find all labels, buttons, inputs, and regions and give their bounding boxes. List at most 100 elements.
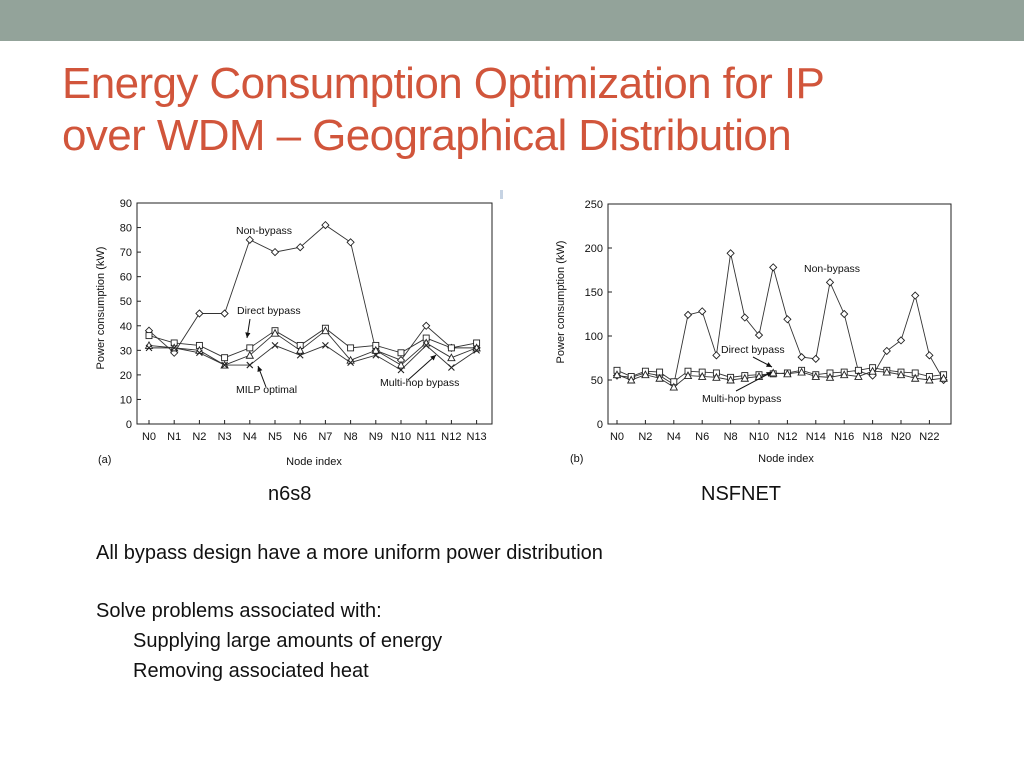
data-point-s3	[145, 344, 153, 352]
data-point-s3	[170, 344, 178, 352]
data-point-s0	[296, 243, 305, 252]
arrow-multi-hop-bypass	[407, 354, 437, 381]
data-point-s0	[712, 351, 721, 360]
header-band	[0, 0, 1024, 41]
data-point-s0	[840, 309, 849, 319]
data-point-s3	[246, 361, 254, 369]
x-tick-label: N7	[318, 431, 332, 443]
plot-frame	[607, 203, 952, 425]
x-axis-label: Node index	[758, 453, 814, 465]
chart-a-n6s8: Power consumption (kW) Node index (a) No…	[95, 198, 493, 468]
data-point-s2	[245, 350, 255, 359]
body-line-heat: Removing associated heat	[133, 660, 369, 682]
series-line-3	[149, 344, 477, 371]
x-tick-label: N10	[749, 431, 769, 443]
annotation-multi-hop-bypass: Multi-hop bypass	[380, 377, 459, 389]
data-point-s3	[322, 342, 329, 349]
data-point-s0	[811, 354, 820, 364]
data-point-s1	[246, 344, 254, 352]
caption-nsfnet: NSFNET	[701, 483, 781, 505]
y-tick-label: 70	[120, 247, 132, 259]
data-point-s2	[896, 370, 906, 379]
data-point-s0	[683, 310, 693, 320]
data-point-s0	[754, 330, 764, 340]
data-point-s0	[896, 336, 906, 345]
data-point-s2	[655, 373, 664, 382]
data-point-s1	[347, 344, 355, 352]
data-point-s2	[740, 373, 750, 382]
data-point-s2	[626, 375, 636, 384]
y-tick-label: 80	[120, 223, 132, 235]
y-tick-label: 30	[120, 345, 132, 357]
y-tick-label: 0	[597, 419, 603, 431]
x-tick-label: N12	[441, 431, 461, 443]
x-tick-label: N11	[417, 431, 436, 443]
arrow-milp-optimal-head	[257, 366, 263, 372]
series-line-1	[148, 327, 477, 359]
x-tick-label: N22	[919, 431, 939, 443]
data-point-s0	[321, 220, 330, 230]
title-line-1: Energy Consumption Optimization for IP	[62, 59, 825, 108]
panel-label: (a)	[98, 454, 111, 466]
data-point-s3	[448, 364, 455, 371]
x-tick-label: N9	[369, 431, 383, 443]
data-point-s0	[422, 321, 431, 330]
y-axis-label: Power consumption (kW)	[95, 247, 107, 370]
x-tick-label: N0	[610, 431, 624, 443]
data-point-s2	[612, 370, 622, 379]
data-point-s1	[221, 354, 229, 362]
data-point-s0	[925, 351, 934, 360]
x-tick-label: N16	[834, 431, 854, 443]
x-tick-label: N14	[806, 431, 826, 443]
data-point-s2	[939, 373, 948, 382]
series-line-2	[148, 330, 477, 366]
x-tick-label: N4	[667, 431, 681, 443]
data-point-s3	[196, 349, 203, 357]
data-point-s0	[825, 278, 835, 287]
x-tick-label: N8	[344, 431, 358, 443]
annotation-milp-optimal: MILP optimal	[236, 384, 297, 396]
data-point-s0	[882, 346, 891, 356]
data-point-s2	[825, 372, 835, 381]
series-line-0	[616, 253, 944, 386]
panel-label: (b)	[570, 453, 583, 465]
data-point-s3	[271, 342, 279, 349]
body-line-energy: Supplying large amounts of energy	[133, 630, 443, 652]
x-tick-label: N2	[638, 431, 652, 443]
data-point-s0	[698, 307, 707, 316]
arrow-multi-hop-bypass	[735, 371, 773, 392]
data-point-s2	[925, 375, 934, 384]
y-tick-label: 100	[585, 331, 603, 343]
y-tick-label: 10	[120, 394, 132, 406]
data-point-s2	[910, 373, 920, 382]
data-point-s2	[683, 371, 693, 380]
body-line-problems: Solve problems associated with:	[96, 600, 382, 622]
data-point-s2	[783, 369, 792, 378]
data-point-s2	[321, 326, 330, 335]
data-point-s2	[811, 372, 821, 380]
chart-b-nsfnet: Power consumption (kW) Node index (b) No…	[555, 199, 952, 465]
x-tick-label: N6	[293, 431, 307, 443]
x-tick-label: N5	[268, 431, 282, 443]
x-tick-label: N13	[467, 431, 487, 443]
data-point-s3	[397, 366, 405, 374]
arrow-direct-bypass-head	[766, 362, 772, 367]
y-tick-label: 200	[585, 243, 603, 255]
data-point-s1	[397, 349, 405, 357]
arrow-multi-hop-bypass-head	[430, 355, 436, 361]
annotation-direct-bypass: Direct bypass	[721, 344, 785, 356]
y-tick-label: 250	[585, 199, 603, 211]
y-tick-label: 90	[120, 198, 132, 210]
y-tick-label: 20	[120, 370, 132, 382]
data-point-s2	[270, 328, 280, 337]
caption-n6s8: n6s8	[268, 483, 312, 505]
data-point-s0	[740, 313, 749, 322]
y-axis-label: Power consumption (kW)	[555, 241, 567, 364]
data-point-s0	[783, 315, 792, 324]
data-point-s2	[641, 370, 650, 379]
x-tick-label: N1	[167, 431, 181, 443]
data-point-s0	[220, 309, 229, 318]
data-point-s0	[195, 309, 204, 318]
y-tick-label: 60	[120, 272, 132, 284]
y-tick-label: 50	[120, 296, 132, 308]
